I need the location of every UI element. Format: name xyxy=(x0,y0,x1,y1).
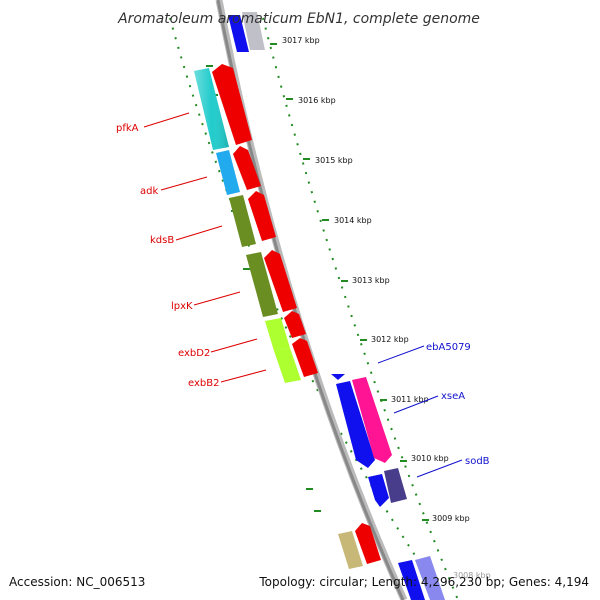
label-leader-lines xyxy=(143,112,463,478)
gene-sodB[interactable] xyxy=(368,468,407,507)
gene-lpxK[interactable] xyxy=(246,250,297,317)
scale-label-3014: 3014 kbp xyxy=(334,216,372,225)
label-kdsB[interactable]: kdsB xyxy=(150,235,174,246)
scale-label-3015: 3015 kbp xyxy=(315,156,353,165)
topology-text: Topology: circular; Length: 4,296,230 bp… xyxy=(258,575,589,589)
backbone-line xyxy=(216,0,405,600)
scale-label-3011: 3011 kbp xyxy=(391,395,429,404)
gene-ebA5079[interactable] xyxy=(331,374,345,380)
label-adk[interactable]: adk xyxy=(140,186,158,197)
map-title: Aromatoleum aromaticum EbN1, complete ge… xyxy=(117,11,480,27)
scale-label-3008: 3008 kbp xyxy=(453,571,491,580)
gene-pfkA[interactable] xyxy=(194,64,252,150)
scale-label-3017: 3017 kbp xyxy=(282,36,320,45)
scale-labels: 3017 kbp 3016 kbp 3015 kbp 3014 kbp 3013… xyxy=(282,36,491,580)
label-exbB2[interactable]: exbB2 xyxy=(188,378,219,389)
label-pfkA[interactable]: pfkA xyxy=(116,123,139,134)
scale-label-3010: 3010 kbp xyxy=(411,454,449,463)
top-gene-cluster[interactable] xyxy=(228,12,265,52)
scale-label-3013: 3013 kbp xyxy=(352,276,390,285)
gene-kdsB[interactable] xyxy=(229,191,276,247)
gene-adk[interactable] xyxy=(216,146,261,195)
label-exbD2[interactable]: exbD2 xyxy=(178,348,210,359)
label-sodB[interactable]: sodB xyxy=(465,456,490,467)
label-lpxK[interactable]: lpxK xyxy=(171,301,193,312)
gene-xseA[interactable] xyxy=(336,377,392,468)
scale-label-3016: 3016 kbp xyxy=(298,96,336,105)
scale-label-3009: 3009 kbp xyxy=(432,514,470,523)
gene-exbB2[interactable] xyxy=(274,338,318,383)
scale-label-3012: 3012 kbp xyxy=(371,335,409,344)
accession-text: Accession: NC_006513 xyxy=(9,575,145,589)
outer-dotted-ring xyxy=(169,17,446,600)
gene-labels: pfkA adk kdsB lpxK exbD2 exbB2 ebA5079 x… xyxy=(116,123,490,467)
label-ebA5079[interactable]: ebA5079 xyxy=(426,342,471,353)
backbone-shadow xyxy=(215,0,408,600)
gene-lower-cluster[interactable] xyxy=(338,523,445,600)
label-xseA[interactable]: xseA xyxy=(441,391,465,402)
gene-exbD2[interactable] xyxy=(265,311,306,351)
